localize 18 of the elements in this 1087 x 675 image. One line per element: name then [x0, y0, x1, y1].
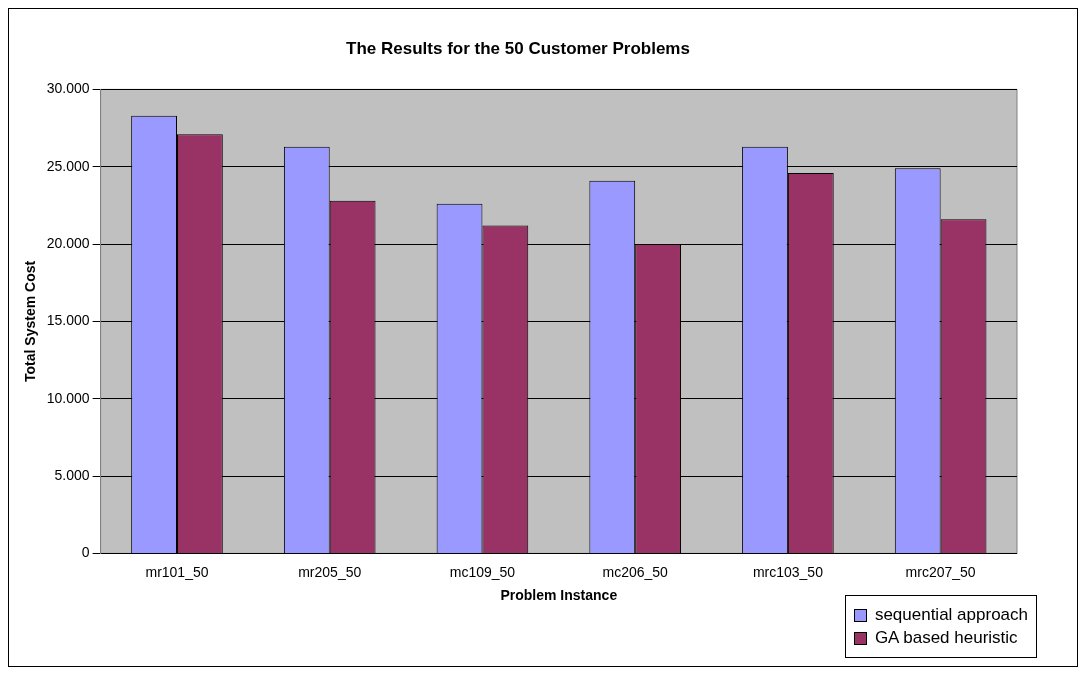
x-tick-label: mc109_50	[449, 563, 516, 580]
y-tick-label: 5.000	[54, 466, 90, 483]
y-tick-label: 10.000	[46, 389, 90, 406]
y-axis-title: Total System Cost	[22, 260, 39, 382]
x-tick-label: mr205_50	[298, 563, 362, 580]
legend-label: GA based heuristic	[874, 628, 1018, 648]
x-tick-label: mrc103_50	[752, 563, 824, 580]
x-tick-label: mc206_50	[602, 563, 669, 580]
y-tick-label: 15.000	[46, 312, 90, 329]
y-tick-label: 25.000	[46, 157, 90, 174]
x-axis-title: Problem Instance	[500, 587, 618, 604]
x-tick-label: mr101_50	[145, 563, 209, 580]
y-tick-label: 30.000	[46, 80, 90, 97]
chart-title: The Results for the 50 Customer Problems	[346, 38, 690, 58]
x-tick-label: mrc207_50	[905, 563, 976, 580]
y-tick-label: 0	[81, 544, 90, 561]
legend-label: sequential approach	[874, 605, 1028, 625]
y-tick-label: 20.000	[46, 234, 90, 251]
